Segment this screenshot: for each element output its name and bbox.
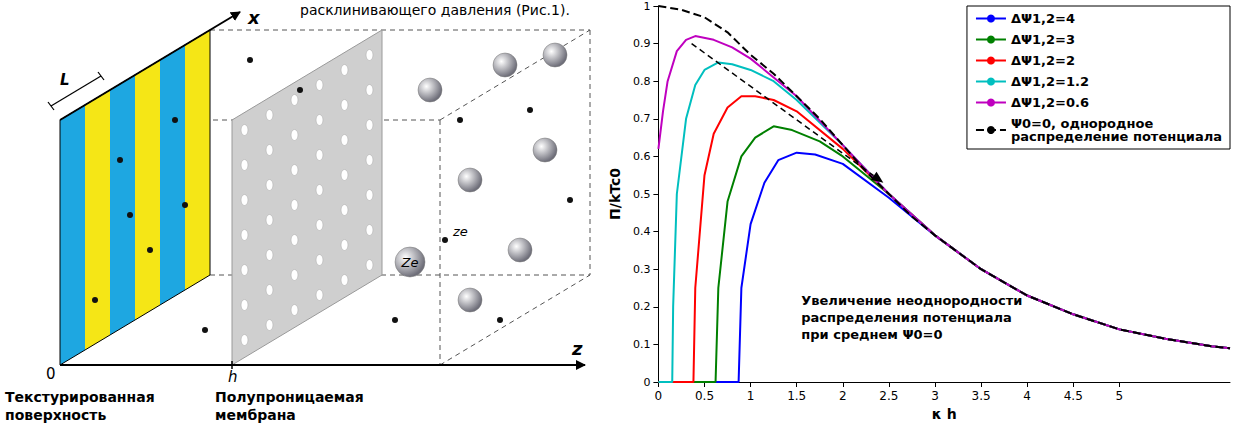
svg-text:0.5: 0.5 xyxy=(695,389,714,403)
svg-text:Текстурированная: Текстурированная xyxy=(5,389,155,405)
svg-text:0: 0 xyxy=(643,376,650,389)
svg-text:распределения потенциала: распределения потенциала xyxy=(801,310,1012,325)
svg-text:ΔΨ1,2=1.2: ΔΨ1,2=1.2 xyxy=(1011,74,1089,89)
svg-text:0.7: 0.7 xyxy=(633,112,651,125)
svg-text:расклинивающего давления (Рис.: расклинивающего давления (Рис.1). xyxy=(300,2,570,18)
svg-text:ze: ze xyxy=(452,224,468,239)
svg-text:L: L xyxy=(60,71,70,89)
svg-text:1: 1 xyxy=(643,0,650,13)
svg-text:ΔΨ1,2=4: ΔΨ1,2=4 xyxy=(1011,11,1075,26)
svg-text:3.5: 3.5 xyxy=(972,389,991,403)
svg-text:Ψ0=0, однородное: Ψ0=0, однородное xyxy=(1011,116,1154,131)
svg-text:0.1: 0.1 xyxy=(633,338,651,351)
svg-text:0: 0 xyxy=(655,389,663,403)
svg-text:поверхность: поверхность xyxy=(5,407,106,423)
svg-text:Π/kTc0: Π/kTc0 xyxy=(607,168,623,220)
svg-text:ΔΨ1,2=2: ΔΨ1,2=2 xyxy=(1011,53,1075,68)
svg-text:0.5: 0.5 xyxy=(633,188,651,201)
svg-text:Полупроницаемая: Полупроницаемая xyxy=(215,389,364,405)
svg-text:0.6: 0.6 xyxy=(633,150,651,163)
svg-text:0.9: 0.9 xyxy=(633,37,651,50)
svg-text:4: 4 xyxy=(1023,389,1031,403)
svg-text:мембрана: мембрана xyxy=(215,407,296,423)
svg-text:h: h xyxy=(228,368,238,386)
svg-text:ΔΨ1,2=3: ΔΨ1,2=3 xyxy=(1011,32,1075,47)
svg-text:ΔΨ1,2=0.6: ΔΨ1,2=0.6 xyxy=(1011,95,1089,110)
svg-text:Увеличение неоднородности: Увеличение неоднородности xyxy=(801,293,1022,308)
svg-text:0: 0 xyxy=(46,365,56,383)
svg-text:3: 3 xyxy=(931,389,939,403)
svg-text:Ze: Ze xyxy=(401,255,419,270)
svg-text:0.8: 0.8 xyxy=(633,75,651,88)
svg-text:0.3: 0.3 xyxy=(633,263,651,276)
svg-text:2: 2 xyxy=(839,389,847,403)
svg-text:0.4: 0.4 xyxy=(633,225,651,238)
svg-text:при среднем Ψ0=0: при среднем Ψ0=0 xyxy=(801,327,942,342)
svg-text:4.5: 4.5 xyxy=(1064,389,1083,403)
svg-text:2.5: 2.5 xyxy=(879,389,898,403)
svg-text:1.5: 1.5 xyxy=(787,389,806,403)
svg-text:распределение потенциала: распределение потенциала xyxy=(1011,129,1222,144)
svg-text:κ h: κ h xyxy=(932,406,957,422)
svg-text:0.2: 0.2 xyxy=(633,300,651,313)
svg-text:1: 1 xyxy=(747,389,755,403)
svg-text:x: x xyxy=(247,7,261,28)
svg-text:5: 5 xyxy=(1116,389,1124,403)
svg-text:z: z xyxy=(571,338,583,359)
